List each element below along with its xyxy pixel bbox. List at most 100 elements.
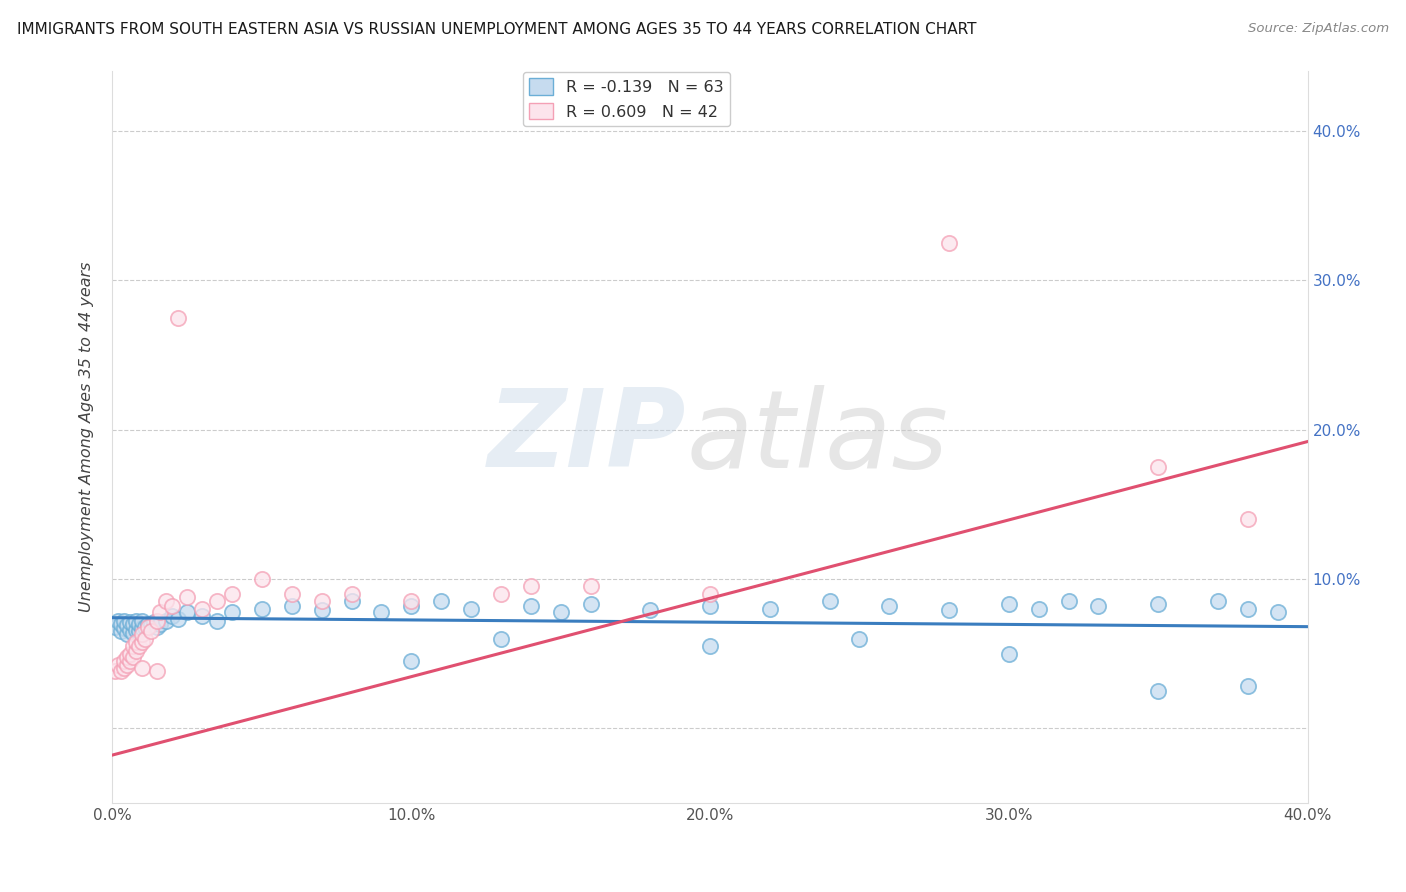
Point bbox=[205, 594, 228, 608]
Point bbox=[149, 616, 172, 631]
Point bbox=[281, 587, 304, 601]
Point bbox=[114, 661, 135, 675]
Point bbox=[110, 624, 132, 639]
Point bbox=[191, 609, 214, 624]
Point bbox=[146, 665, 169, 679]
Point bbox=[1206, 594, 1229, 608]
Point bbox=[122, 625, 145, 640]
Point bbox=[128, 616, 150, 631]
Point bbox=[699, 599, 721, 613]
Point bbox=[167, 612, 190, 626]
Point bbox=[370, 605, 392, 619]
Point bbox=[311, 594, 333, 608]
Point bbox=[167, 310, 190, 325]
Point bbox=[149, 605, 172, 619]
Point bbox=[699, 587, 721, 601]
Point bbox=[1237, 679, 1260, 693]
Point bbox=[430, 594, 453, 608]
Point bbox=[1237, 601, 1260, 615]
Point bbox=[120, 647, 142, 661]
Point bbox=[114, 654, 135, 668]
Point bbox=[122, 639, 145, 653]
Point bbox=[146, 620, 169, 634]
Point bbox=[1267, 605, 1289, 619]
Point bbox=[401, 594, 423, 608]
Point bbox=[125, 634, 148, 648]
Point bbox=[401, 599, 423, 613]
Text: atlas: atlas bbox=[686, 384, 948, 490]
Point bbox=[818, 594, 841, 608]
Point bbox=[176, 590, 198, 604]
Point bbox=[460, 601, 482, 615]
Point bbox=[134, 620, 156, 634]
Point bbox=[110, 665, 132, 679]
Point bbox=[114, 621, 135, 635]
Point bbox=[191, 601, 214, 615]
Point bbox=[131, 627, 153, 641]
Text: IMMIGRANTS FROM SOUTH EASTERN ASIA VS RUSSIAN UNEMPLOYMENT AMONG AGES 35 TO 44 Y: IMMIGRANTS FROM SOUTH EASTERN ASIA VS RU… bbox=[17, 22, 976, 37]
Point bbox=[120, 623, 142, 637]
Point bbox=[401, 654, 423, 668]
Point bbox=[138, 620, 160, 634]
Point bbox=[107, 658, 129, 673]
Point bbox=[1147, 683, 1170, 698]
Point bbox=[759, 601, 782, 615]
Point bbox=[125, 614, 148, 628]
Point bbox=[998, 647, 1021, 661]
Point bbox=[1028, 601, 1050, 615]
Point bbox=[120, 654, 142, 668]
Point bbox=[938, 235, 960, 250]
Point bbox=[104, 620, 127, 634]
Point bbox=[879, 599, 901, 613]
Point bbox=[114, 614, 135, 628]
Point bbox=[640, 603, 662, 617]
Point bbox=[131, 614, 153, 628]
Point bbox=[117, 627, 139, 641]
Point bbox=[134, 632, 156, 646]
Point bbox=[1147, 459, 1170, 474]
Point bbox=[131, 634, 153, 648]
Point bbox=[128, 639, 150, 653]
Point bbox=[250, 601, 273, 615]
Point bbox=[117, 618, 139, 632]
Point bbox=[550, 605, 572, 619]
Point bbox=[489, 632, 512, 646]
Point bbox=[340, 587, 363, 601]
Point bbox=[104, 665, 127, 679]
Point bbox=[141, 618, 163, 632]
Point bbox=[107, 614, 129, 628]
Point bbox=[162, 599, 183, 613]
Point bbox=[125, 623, 148, 637]
Point bbox=[221, 605, 243, 619]
Point bbox=[117, 649, 139, 664]
Point bbox=[125, 643, 148, 657]
Point bbox=[146, 614, 169, 628]
Point bbox=[938, 603, 960, 617]
Point bbox=[281, 599, 304, 613]
Point bbox=[131, 661, 153, 675]
Point bbox=[122, 649, 145, 664]
Point bbox=[162, 609, 183, 624]
Point bbox=[176, 605, 198, 619]
Point bbox=[489, 587, 512, 601]
Point bbox=[143, 615, 166, 630]
Legend: R = -0.139   N = 63, R = 0.609   N = 42: R = -0.139 N = 63, R = 0.609 N = 42 bbox=[523, 72, 730, 126]
Point bbox=[340, 594, 363, 608]
Text: Source: ZipAtlas.com: Source: ZipAtlas.com bbox=[1249, 22, 1389, 36]
Point bbox=[1237, 512, 1260, 526]
Point bbox=[579, 579, 602, 593]
Point bbox=[998, 597, 1021, 611]
Point bbox=[250, 572, 273, 586]
Point bbox=[699, 639, 721, 653]
Point bbox=[311, 603, 333, 617]
Point bbox=[131, 621, 153, 635]
Point bbox=[1057, 594, 1080, 608]
Point bbox=[221, 587, 243, 601]
Text: ZIP: ZIP bbox=[488, 384, 686, 490]
Point bbox=[110, 616, 132, 631]
Point bbox=[155, 594, 177, 608]
Point bbox=[138, 616, 160, 631]
Point bbox=[117, 658, 139, 673]
Point bbox=[579, 597, 602, 611]
Point bbox=[141, 624, 163, 639]
